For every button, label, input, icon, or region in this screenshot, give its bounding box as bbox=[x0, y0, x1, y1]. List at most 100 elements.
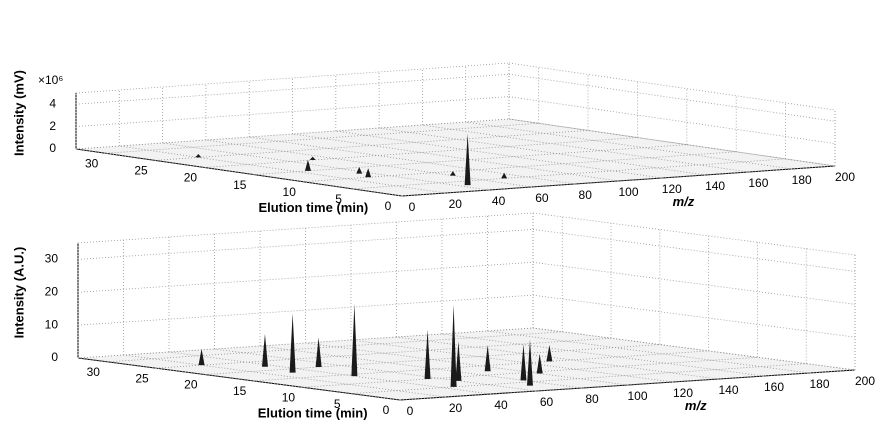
z-tick-label: 20 bbox=[45, 284, 59, 298]
x-tick-label: 80 bbox=[585, 392, 599, 406]
grid-line bbox=[305, 342, 628, 386]
grid-line bbox=[508, 118, 836, 167]
grid-line bbox=[292, 133, 619, 182]
x-tick-label: 120 bbox=[673, 386, 693, 400]
peak bbox=[484, 344, 491, 372]
x-tick-label: 120 bbox=[662, 182, 682, 196]
peak bbox=[365, 168, 372, 178]
grid-line bbox=[204, 344, 660, 375]
z-tick-label: 10 bbox=[45, 317, 59, 331]
grid-line bbox=[399, 369, 856, 401]
grid-line bbox=[249, 136, 576, 185]
peak bbox=[464, 133, 471, 186]
grid-line bbox=[532, 229, 856, 272]
x-tick-label: 20 bbox=[449, 197, 463, 211]
grid-line bbox=[77, 357, 401, 401]
x-tick-label: 0 bbox=[407, 404, 414, 418]
grid-line bbox=[352, 158, 786, 190]
grid-line bbox=[532, 327, 856, 371]
y-tick-label: 15 bbox=[233, 384, 247, 398]
peak bbox=[449, 171, 456, 176]
z-tick-label: 0 bbox=[49, 141, 56, 155]
grid-line bbox=[204, 137, 638, 168]
grid-line bbox=[77, 261, 534, 293]
grid-line bbox=[532, 261, 856, 305]
y-tick-label: 30 bbox=[85, 156, 99, 170]
y-tick-label: 5 bbox=[335, 192, 342, 206]
grid-line bbox=[205, 139, 532, 188]
peak bbox=[450, 304, 457, 387]
x-tick-label: 140 bbox=[718, 383, 738, 397]
grid-line bbox=[303, 151, 737, 183]
z-tick-label: 0 bbox=[51, 350, 58, 364]
z-tick-label: 30 bbox=[45, 252, 59, 266]
peak bbox=[356, 166, 363, 174]
peak bbox=[520, 344, 527, 381]
y-tick-label: 20 bbox=[184, 171, 198, 185]
peak bbox=[526, 339, 533, 386]
grid-line bbox=[465, 121, 792, 170]
y-tick-label: 10 bbox=[283, 185, 297, 199]
peak bbox=[351, 303, 358, 377]
surface-floor bbox=[76, 119, 835, 196]
y-tick-label: 25 bbox=[134, 164, 148, 178]
x-tick-label: 0 bbox=[409, 200, 416, 214]
grid-line bbox=[155, 129, 589, 161]
grid-line bbox=[302, 356, 758, 388]
grid-line bbox=[508, 96, 836, 144]
x-tick-label: 20 bbox=[449, 401, 463, 415]
y-tick-label: 5 bbox=[334, 397, 341, 411]
grid-line bbox=[396, 336, 719, 380]
z-tick-label: 2 bbox=[49, 119, 56, 133]
grid-line bbox=[107, 331, 563, 363]
peak bbox=[309, 156, 316, 161]
x-tick-label: 160 bbox=[748, 176, 768, 190]
grid-line bbox=[532, 294, 856, 338]
x-tick-label: 40 bbox=[492, 194, 506, 208]
y-axis-title: Elution time (min) bbox=[258, 200, 368, 215]
x-tick-label: 60 bbox=[535, 191, 549, 205]
x-tick-label: 180 bbox=[792, 173, 812, 187]
grid-line bbox=[75, 73, 510, 105]
x-tick-label: 60 bbox=[540, 395, 554, 409]
peak bbox=[198, 348, 205, 366]
grid-line bbox=[168, 351, 492, 395]
peak bbox=[501, 172, 508, 179]
x-axis-title: m/z bbox=[673, 194, 695, 209]
grid-line bbox=[162, 142, 489, 191]
peak bbox=[195, 154, 202, 158]
grid-line bbox=[401, 165, 836, 197]
grid-line bbox=[379, 127, 706, 176]
x-tick-label: 200 bbox=[835, 170, 855, 184]
grid-line bbox=[75, 96, 510, 127]
z-tick-label: 4 bbox=[49, 96, 56, 110]
z-axis-title: Intensity (A.U.) bbox=[11, 247, 26, 339]
x-tick-label: 80 bbox=[579, 188, 593, 202]
grid-line bbox=[119, 145, 446, 194]
peak bbox=[289, 313, 296, 373]
y-tick-label: 20 bbox=[184, 378, 198, 392]
x-tick-label: 100 bbox=[618, 185, 638, 199]
grid-line bbox=[508, 73, 836, 122]
y-axis-title: Elution time (min) bbox=[258, 405, 368, 420]
z-multiplier: ×10⁶ bbox=[38, 73, 63, 87]
grid-line bbox=[77, 229, 534, 260]
grid-line bbox=[77, 327, 534, 359]
box-edge bbox=[508, 62, 836, 111]
grid-line bbox=[441, 333, 765, 377]
grid-line bbox=[253, 144, 687, 176]
grid-line bbox=[105, 122, 539, 154]
z-axis-title: Intensity (mV) bbox=[11, 70, 26, 156]
box-edge bbox=[77, 212, 534, 244]
grid-line bbox=[350, 339, 674, 383]
grid-line bbox=[156, 337, 612, 369]
x-axis-title: m/z bbox=[685, 398, 707, 413]
grid-line bbox=[77, 294, 534, 326]
grid-line bbox=[75, 118, 510, 150]
y-tick-label: 0 bbox=[383, 403, 390, 417]
y-tick-label: 30 bbox=[87, 365, 101, 379]
grid-line bbox=[508, 118, 836, 167]
x-tick-label: 100 bbox=[627, 389, 647, 403]
